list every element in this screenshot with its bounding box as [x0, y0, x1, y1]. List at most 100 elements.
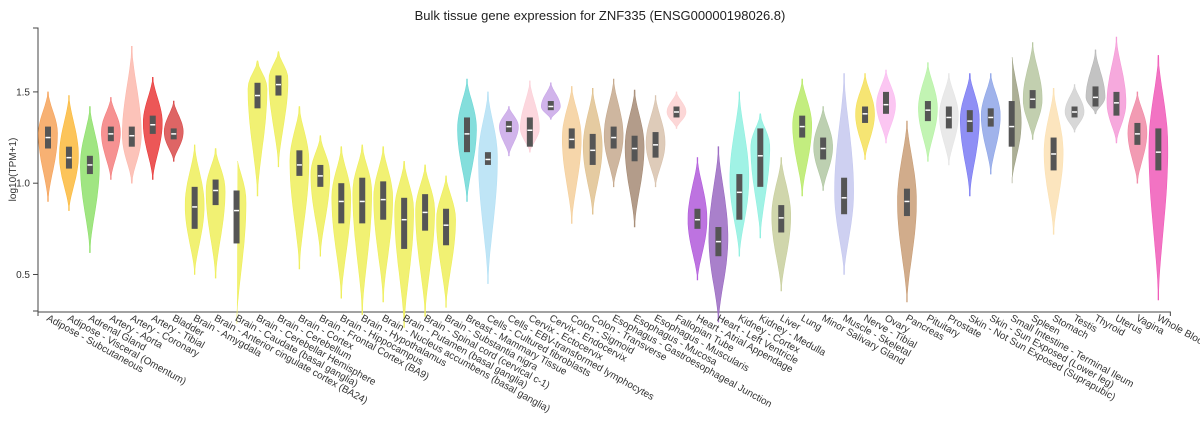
violin-shape — [289, 106, 310, 270]
violin-group — [499, 106, 519, 157]
violin-group — [268, 51, 289, 168]
violin-group — [897, 120, 917, 303]
y-axis-line — [33, 27, 39, 312]
violin-group — [645, 95, 666, 188]
violin-group — [750, 113, 771, 239]
violin-group — [122, 46, 142, 184]
violin-group — [373, 146, 394, 303]
violin-group — [233, 161, 247, 324]
violin-group — [436, 175, 456, 308]
violin-group — [813, 106, 833, 191]
y-tick-label: 0.5 — [16, 270, 30, 281]
violin-group — [603, 78, 624, 188]
violin-group — [59, 95, 79, 211]
violin-group — [1008, 57, 1022, 184]
iqr-box — [736, 174, 743, 220]
violin-group — [729, 91, 750, 257]
violin-group — [205, 148, 226, 279]
violin-shape — [478, 91, 498, 284]
violin-group — [101, 97, 121, 180]
violin-group — [959, 73, 980, 197]
violin-shape — [1085, 49, 1106, 115]
violin-shape — [1106, 36, 1127, 144]
violin-group — [981, 73, 1001, 175]
violin-shape — [122, 46, 142, 184]
violin-group — [855, 73, 875, 160]
iqr-box — [526, 117, 533, 147]
violin-shape — [959, 73, 980, 197]
violin-group — [1043, 88, 1064, 235]
iqr-box — [401, 197, 408, 249]
iqr-box — [778, 205, 785, 233]
violin-group — [939, 73, 959, 166]
violin-group — [541, 82, 561, 120]
violin-group — [708, 146, 729, 323]
x-tick-label: Lung — [799, 313, 824, 333]
violin-group — [771, 157, 791, 292]
iqr-box — [862, 106, 869, 123]
x-axis-line — [37, 311, 1171, 316]
iqr-box — [233, 190, 240, 244]
violin-group — [478, 91, 498, 284]
violin-group — [687, 157, 708, 281]
iqr-box — [1155, 128, 1162, 171]
violin-group — [876, 69, 896, 144]
violin-group — [1106, 36, 1127, 144]
violin-group — [666, 91, 687, 129]
violin-shape — [519, 80, 540, 153]
iqr-box — [1008, 101, 1015, 147]
iqr-box — [694, 208, 701, 229]
iqr-box — [464, 117, 470, 153]
violin-shape — [352, 144, 373, 315]
violin-group — [582, 88, 603, 215]
violin-group — [1127, 91, 1148, 184]
chart-title: Bulk tissue gene expression for ZNF335 (… — [414, 8, 786, 23]
violin-group — [519, 80, 540, 153]
violin-group — [352, 144, 373, 315]
violin-group — [310, 135, 331, 257]
iqr-box — [484, 152, 491, 165]
violin-group — [457, 78, 477, 202]
iqr-box — [589, 133, 596, 165]
iqr-box — [275, 75, 282, 96]
violin-shape — [415, 164, 435, 317]
iqr-box — [568, 128, 575, 149]
violin-group — [38, 91, 58, 202]
violin-shape — [1011, 57, 1022, 184]
violin-group — [184, 144, 205, 275]
violin-group — [624, 89, 645, 228]
violin-shape — [1148, 55, 1169, 301]
violin-shape — [205, 148, 226, 279]
violin-group — [163, 100, 184, 162]
violin-shape — [792, 78, 812, 197]
violin-shape — [373, 146, 394, 303]
iqr-box — [547, 101, 554, 111]
iqr-box — [128, 126, 135, 147]
iqr-box — [903, 188, 910, 217]
y-tick-label: 1.0 — [16, 179, 30, 190]
iqr-box — [924, 101, 931, 122]
iqr-box — [191, 186, 198, 229]
violin-group — [1022, 42, 1043, 140]
violin-shape — [268, 51, 289, 168]
violin-group — [143, 77, 163, 180]
y-tick-label: 1.5 — [16, 87, 30, 98]
violin-group — [394, 161, 414, 328]
violin-shape — [80, 106, 100, 253]
violin-group — [331, 146, 352, 299]
violin-group — [247, 60, 268, 197]
violin-group — [562, 86, 582, 224]
iqr-box — [883, 91, 889, 114]
violin-shape — [729, 91, 750, 257]
violin-group — [1148, 55, 1169, 301]
y-axis-label: log10(TPM+1) — [8, 138, 19, 202]
iqr-box — [338, 183, 345, 224]
iqr-box — [841, 177, 848, 215]
iqr-box — [212, 179, 219, 206]
violin-group — [80, 106, 100, 253]
violin-group — [415, 164, 435, 317]
violin-shape — [562, 86, 582, 224]
iqr-box — [443, 208, 450, 246]
